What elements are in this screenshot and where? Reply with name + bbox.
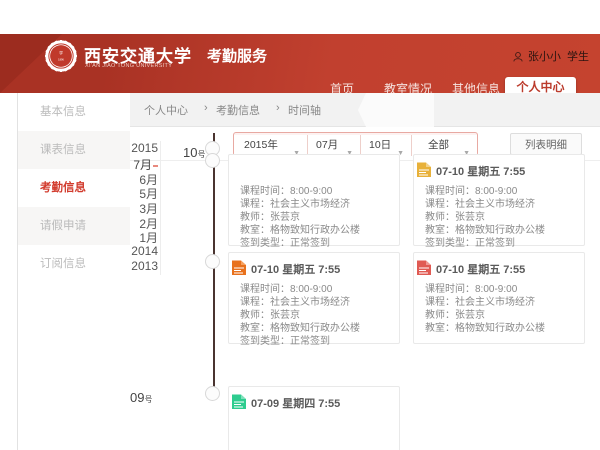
- svg-text:学: 学: [59, 51, 63, 56]
